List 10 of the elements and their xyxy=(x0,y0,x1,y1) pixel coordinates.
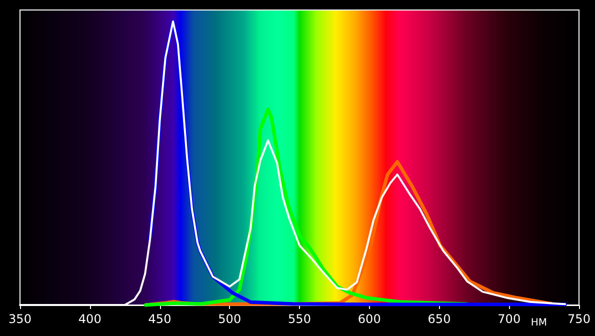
x-tick-label: 450 xyxy=(148,312,172,326)
x-tick-label: 550 xyxy=(288,312,311,326)
x-tick-label: 500 xyxy=(218,312,242,326)
x-axis-title: НМ xyxy=(530,318,548,328)
x-tick-label: 650 xyxy=(428,312,451,326)
x-tick-label: 600 xyxy=(358,312,381,326)
x-tick-label: 400 xyxy=(78,312,102,326)
x-tick-label: 350 xyxy=(8,312,32,326)
x-tick-label: 700 xyxy=(498,312,521,326)
x-tick-label: 750 xyxy=(568,312,590,326)
